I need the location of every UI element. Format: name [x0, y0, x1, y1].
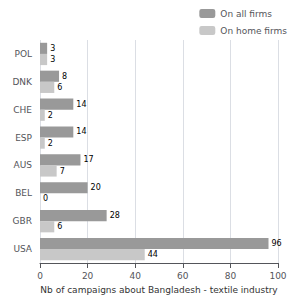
svg-text:CHE: CHE: [13, 105, 32, 115]
svg-text:3: 3: [50, 44, 55, 53]
svg-text:44: 44: [148, 250, 158, 259]
svg-text:17: 17: [83, 155, 93, 164]
svg-text:80: 80: [225, 271, 237, 281]
svg-text:On all firms: On all firms: [220, 9, 272, 19]
svg-text:POL: POL: [14, 49, 32, 59]
svg-text:On home firms: On home firms: [220, 26, 287, 36]
svg-text:60: 60: [177, 271, 189, 281]
svg-text:100: 100: [269, 271, 286, 281]
svg-text:BEL: BEL: [15, 188, 32, 198]
svg-text:USA: USA: [13, 244, 32, 254]
svg-text:2: 2: [48, 111, 53, 120]
svg-text:AUS: AUS: [14, 160, 33, 170]
svg-text:3: 3: [50, 55, 55, 64]
svg-text:96: 96: [271, 239, 281, 248]
svg-text:20: 20: [91, 183, 101, 192]
svg-text:ESP: ESP: [15, 133, 32, 143]
svg-text:Nb of campaigns about Banglade: Nb of campaigns about Bangladesh - texti…: [40, 285, 278, 295]
svg-text:0: 0: [43, 194, 48, 203]
svg-text:DNK: DNK: [12, 77, 33, 87]
svg-text:6: 6: [57, 222, 62, 231]
svg-text:40: 40: [129, 271, 141, 281]
svg-text:7: 7: [60, 167, 65, 176]
svg-text:28: 28: [110, 211, 120, 220]
svg-text:2: 2: [48, 139, 53, 148]
svg-text:6: 6: [57, 83, 62, 92]
svg-text:20: 20: [82, 271, 94, 281]
svg-text:8: 8: [62, 72, 67, 81]
svg-text:14: 14: [76, 127, 86, 136]
svg-text:GBR: GBR: [13, 216, 32, 226]
svg-text:14: 14: [76, 100, 86, 109]
svg-text:0: 0: [37, 271, 43, 281]
